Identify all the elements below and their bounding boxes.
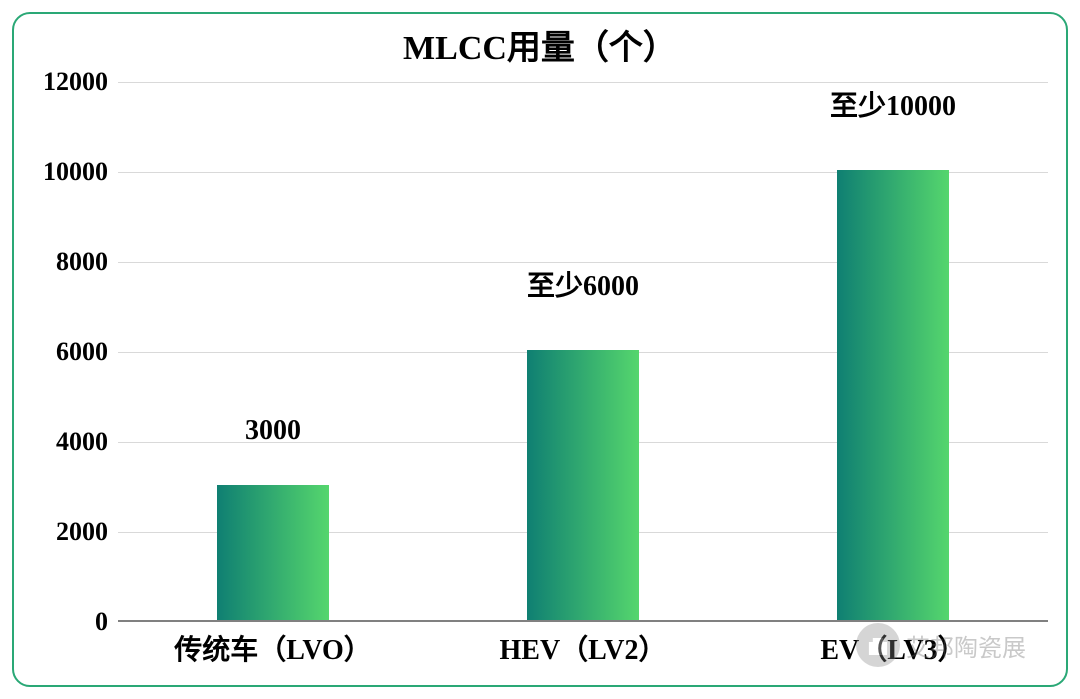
plot-area: 0200040006000800010000120003000传统车（LVO）至… [118, 82, 1048, 622]
bar-value-label: 至少10000 [830, 84, 956, 124]
bar-value-label: 3000 [245, 415, 301, 447]
watermark: 艾邦陶瓷展 [856, 623, 1026, 667]
y-tick-label: 8000 [18, 247, 108, 277]
chart-card: MLCC用量（个） 020004000600080001000012000300… [12, 12, 1068, 687]
chart-title: MLCC用量（个） [14, 20, 1066, 69]
bar-value-label: 至少6000 [527, 264, 639, 304]
x-tick-label: HEV（LV2） [499, 620, 666, 668]
y-tick-label: 0 [18, 607, 108, 637]
bar [527, 350, 639, 620]
bar [217, 485, 329, 620]
y-tick-label: 10000 [18, 157, 108, 187]
wechat-icon [856, 623, 900, 667]
y-tick-label: 12000 [18, 67, 108, 97]
watermark-text: 艾邦陶瓷展 [906, 628, 1026, 663]
gridline [118, 82, 1048, 83]
y-tick-label: 4000 [18, 427, 108, 457]
bar [837, 170, 949, 620]
y-tick-label: 2000 [18, 517, 108, 547]
y-tick-label: 6000 [18, 337, 108, 367]
x-tick-label: 传统车（LVO） [174, 620, 372, 668]
